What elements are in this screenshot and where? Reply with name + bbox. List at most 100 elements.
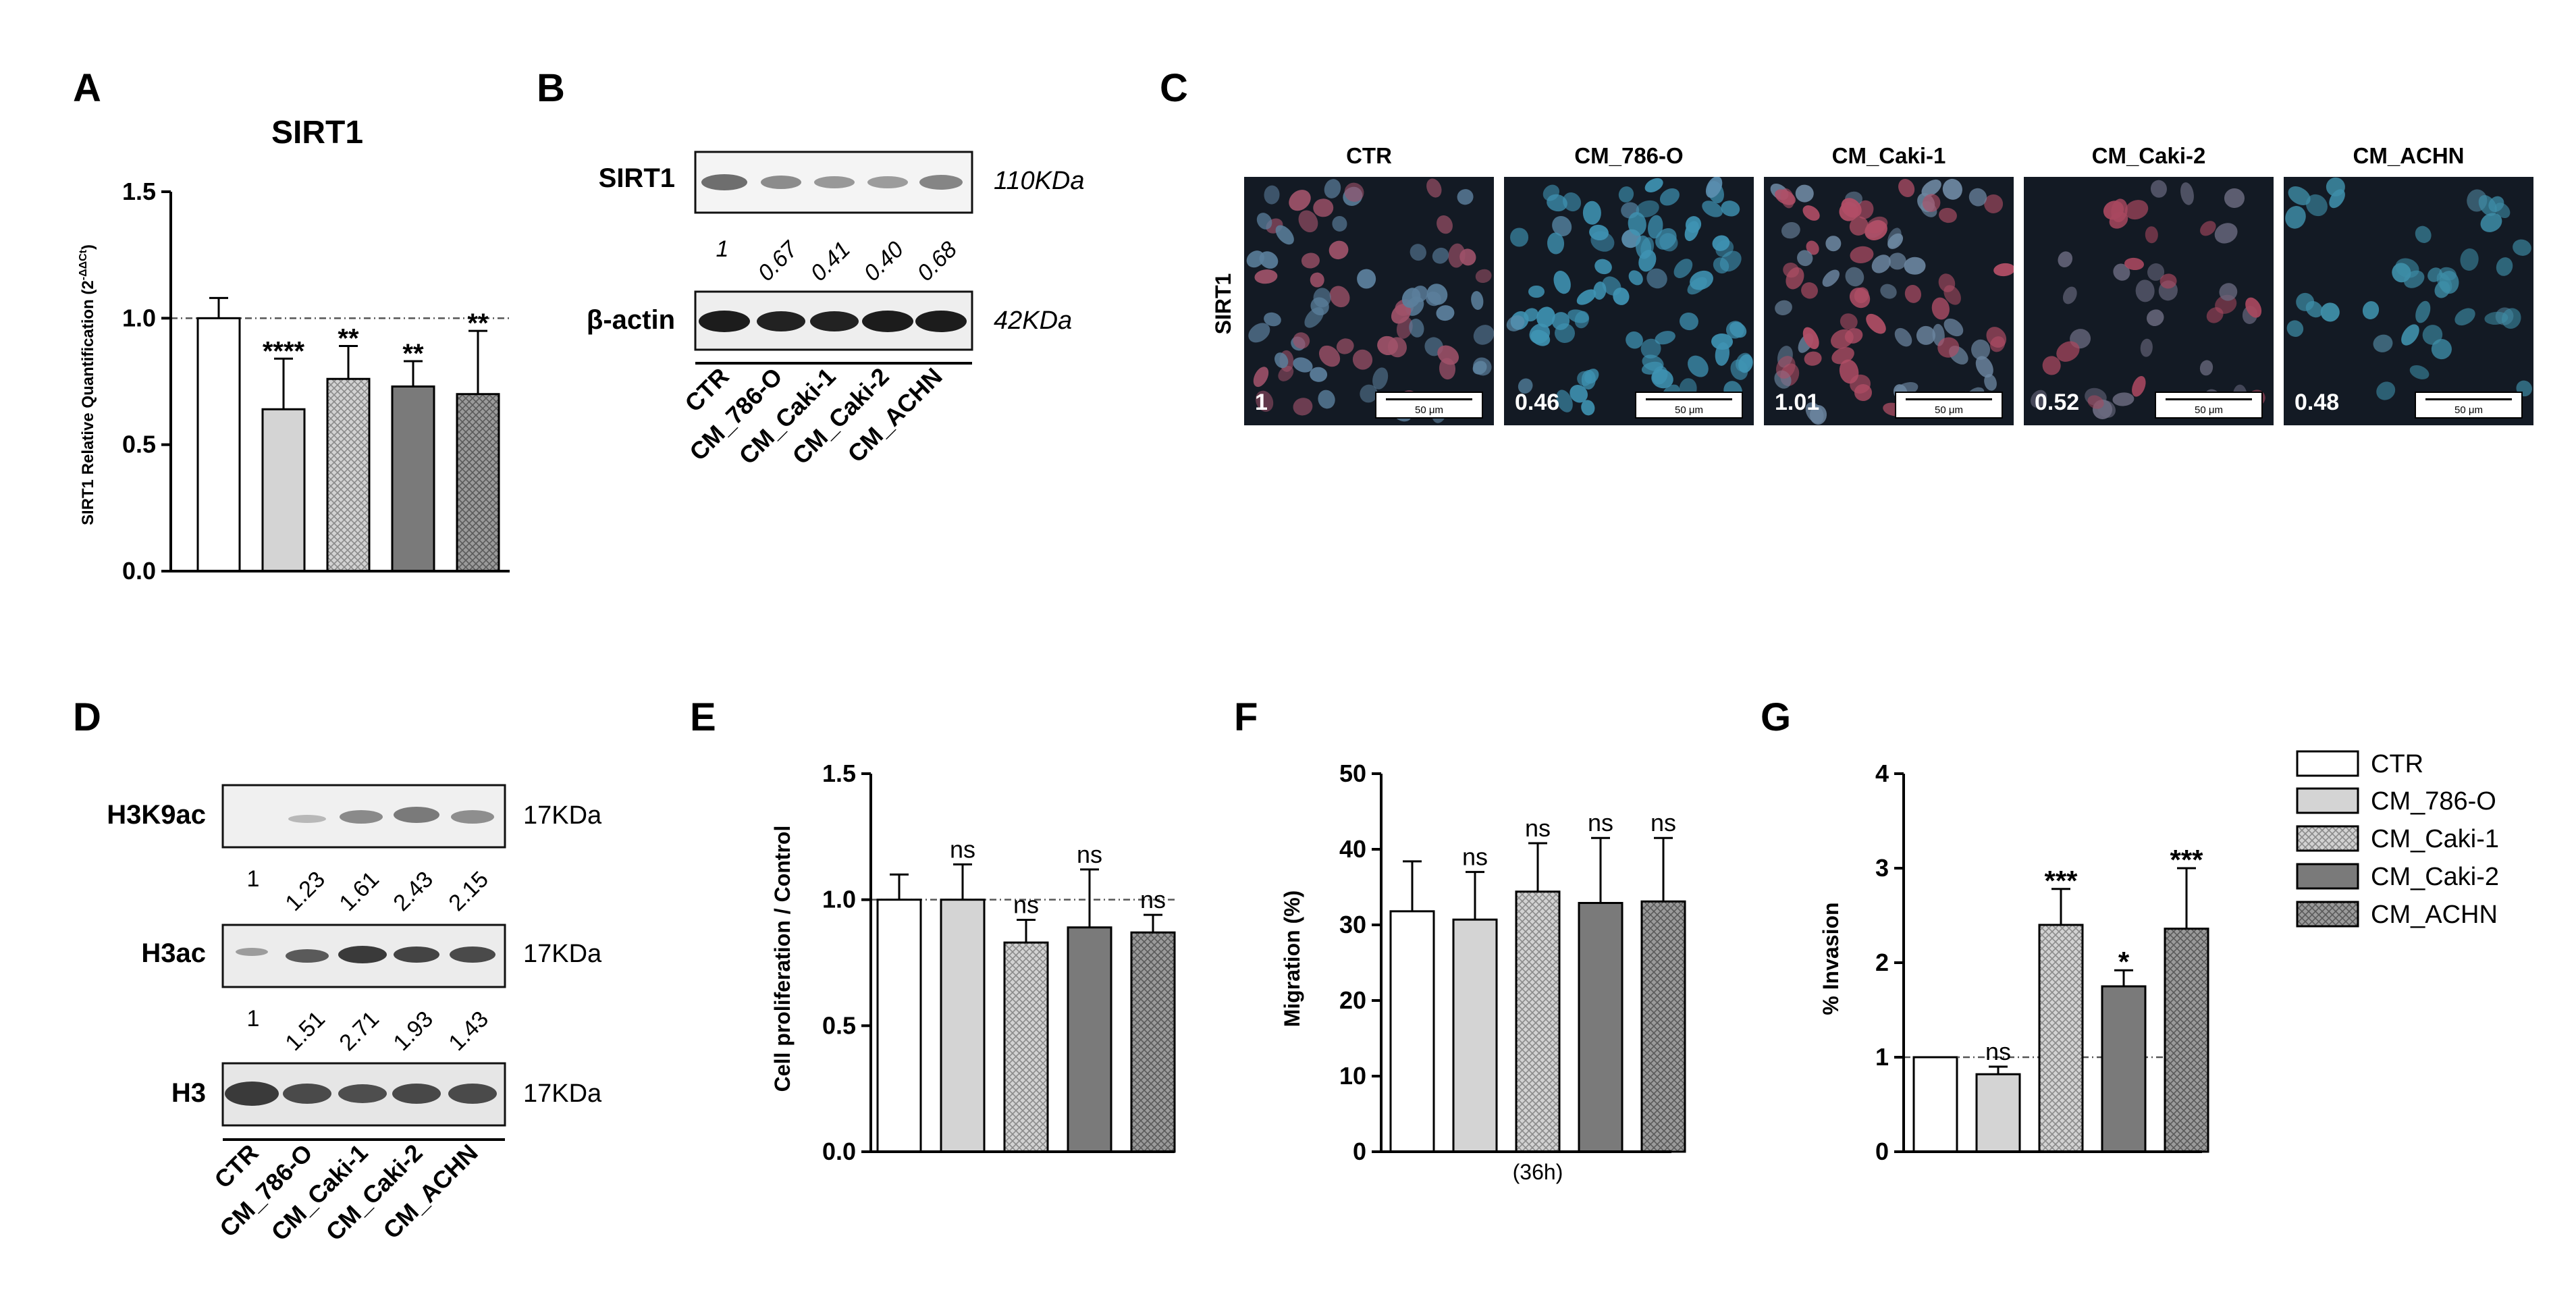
micro-title: CM_786-O <box>1574 143 1684 168</box>
nucleus <box>1941 177 1965 203</box>
nucleus <box>1428 244 1452 267</box>
scale-bar: 50 μm <box>2155 392 2263 419</box>
y-tick-label: 1.0 <box>122 304 156 331</box>
significance-label: ns <box>1525 814 1551 842</box>
micro-value: 0.52 <box>2035 390 2080 415</box>
nucleus <box>2055 248 2075 270</box>
significance-label: **** <box>263 336 305 366</box>
chart-a-ylabel: SIRT1 Relative Quantification (2-ΔΔCt) <box>78 244 97 525</box>
blot-b-density-value: 0.68 <box>912 236 962 286</box>
bar-cm-caki-1 <box>326 377 371 572</box>
nucleus <box>1719 198 1742 219</box>
significance-label: ns <box>1588 809 1613 836</box>
bar-cm-achn <box>456 393 500 572</box>
nucleus <box>1356 269 1376 290</box>
legend-label: CTR <box>2371 750 2423 778</box>
nucleus <box>2145 226 2159 244</box>
y-tick-label: 40 <box>1339 835 1366 863</box>
blot-b-bands-sirt1 <box>701 174 963 190</box>
nucleus <box>1799 202 1823 225</box>
nucleus <box>2511 237 2533 259</box>
scale-bar: 50 μm <box>1635 392 1743 419</box>
nucleus <box>1583 201 1602 225</box>
blot-b-density-value: 0.40 <box>859 236 909 286</box>
y-tick-label: 4 <box>1875 759 1889 787</box>
micro-value: 1.01 <box>1775 390 1820 415</box>
blot-b-row-label-actin: β-actin <box>587 305 675 335</box>
nucleus <box>2413 299 2434 326</box>
panel-a-title: SIRT1 <box>271 115 363 151</box>
blot-d-row-label-h3ac: H3ac <box>141 938 206 968</box>
legend-swatch-ctr <box>2296 750 2359 777</box>
significance-label: ns <box>1985 1038 2011 1065</box>
significance-label: ** <box>402 339 424 369</box>
legend-swatch-cm-achn <box>2296 901 2359 928</box>
significance-label: ns <box>1462 843 1488 871</box>
y-tick-label: 0 <box>1875 1138 1889 1165</box>
nucleus <box>1422 279 1452 309</box>
y-tick-label: 0.5 <box>122 431 156 458</box>
blot-d-density-value: 1 <box>247 1006 260 1032</box>
nucleus <box>1819 266 1843 290</box>
blot-d-density-value: 2.71 <box>334 1006 384 1056</box>
significance-label: *** <box>2170 844 2203 876</box>
blot-d-density-value: 1.43 <box>444 1006 493 1056</box>
bar-cm-achn <box>2164 928 2209 1153</box>
nucleus <box>1253 268 1278 285</box>
blot-b-bands-actin <box>699 311 967 332</box>
blot-d-bands-h3k9ac <box>288 807 494 824</box>
nucleus <box>1470 290 1485 311</box>
nucleus <box>1656 184 1683 209</box>
bar-cm-786-o <box>940 899 986 1153</box>
nucleus <box>1291 396 1314 418</box>
nucleus <box>1322 177 1343 201</box>
legend-label: CM_Caki-2 <box>2371 863 2499 891</box>
nucleus <box>1683 351 1713 381</box>
bar-cm-caki-2 <box>391 385 435 572</box>
nucleus <box>1263 185 1280 205</box>
nucleus <box>2411 222 2434 246</box>
chart-e-bar-chart: ns ns ns ns 0.0 0.5 1.0 1.5 <box>822 759 1176 1165</box>
blot-b-row-label-sirt1: SIRT1 <box>599 163 675 193</box>
blot-d-density-value: 1 <box>247 866 260 892</box>
blot-d-row-label-h3: H3 <box>171 1078 206 1108</box>
significance-label: ns <box>1077 841 1102 868</box>
blot-b-kda-sirt1: 110KDa <box>994 167 1085 195</box>
nucleus <box>1551 268 1574 296</box>
nucleus <box>2361 299 2382 322</box>
blot-d-kda: 17KDa <box>523 940 602 968</box>
legend-label: CM_ACHN <box>2371 901 2498 929</box>
y-tick-label: 20 <box>1339 986 1366 1014</box>
nucleus <box>1878 281 1900 301</box>
panel-letter-c: C <box>1160 66 1188 110</box>
y-tick-label: 30 <box>1339 911 1366 938</box>
nucleus <box>1559 188 1585 215</box>
nucleus <box>2284 317 2307 341</box>
blot-d-density-value: 1.61 <box>334 866 384 916</box>
nucleus <box>1891 325 1916 350</box>
nucleus <box>1331 215 1349 233</box>
nucleus <box>1937 206 1958 225</box>
microscopy-image-cm-caki1: 1.01 50 μm <box>1764 177 2014 425</box>
nucleus <box>1547 232 1565 255</box>
nucleus <box>1528 285 1545 298</box>
chart-f-ylabel: Migration (%) <box>1280 890 1304 1028</box>
micro-title: CTR <box>1346 143 1392 168</box>
significance-label: * <box>2118 946 2130 978</box>
blot-d-bands-h3 <box>225 1082 497 1106</box>
scale-bar: 50 μm <box>1895 392 2003 419</box>
panel-letter-e: E <box>690 695 716 739</box>
chart-f-bar-chart: ns ns ns ns 0 10 20 30 40 50 <box>1339 759 1686 1165</box>
nucleus <box>1309 272 1325 288</box>
legend-label: CM_786-O <box>2371 787 2496 816</box>
nucleus <box>1592 256 1615 277</box>
blot-b-density-value: 1 <box>716 236 729 262</box>
nucleus <box>2198 358 2215 377</box>
nucleus <box>1315 388 1338 411</box>
significance-label: ** <box>467 309 489 338</box>
micro-value: 0.48 <box>2295 390 2340 415</box>
microscopy-image-cm-786o: 0.46 50 μm <box>1504 177 1754 425</box>
nucleus <box>1803 350 1823 367</box>
